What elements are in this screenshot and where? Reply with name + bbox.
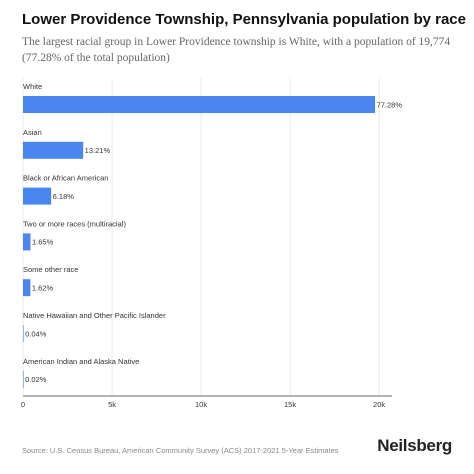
data-label-2: 6.18% <box>53 192 75 201</box>
bar-2 <box>23 187 52 205</box>
x-tick-label-4: 20k <box>373 400 385 409</box>
category-label-5: Native Hawaiian and Other Pacific Island… <box>23 311 166 320</box>
category-label-6: American Indian and Alaska Native <box>23 357 139 366</box>
chart-title: Lower Providence Township, Pennsylvania … <box>22 11 466 28</box>
x-tick-label-0: 0 <box>21 400 25 409</box>
category-label-1: Asian <box>23 128 42 137</box>
x-tick-label-3: 15k <box>284 400 296 409</box>
bar-5 <box>23 325 24 342</box>
x-tick-label-1: 5k <box>108 400 116 409</box>
bar-3 <box>23 233 31 251</box>
bar-0 <box>23 96 376 113</box>
category-label-2: Black or African American <box>23 174 108 183</box>
x-tick-label-2: 10k <box>195 400 207 409</box>
category-label-3: Two or more races (multiracial) <box>23 219 126 228</box>
bar-4 <box>23 279 31 297</box>
data-label-6: 0.02% <box>25 375 47 384</box>
data-label-4: 1.62% <box>32 284 54 293</box>
category-label-4: Some other race <box>23 265 78 274</box>
bar-6 <box>23 370 24 388</box>
bar-1 <box>23 141 84 159</box>
chart-subtitle: The largest racial group in Lower Provid… <box>22 36 451 64</box>
source-note: Source: U.S. Census Bureau, American Com… <box>22 446 339 455</box>
category-label-0: White <box>23 82 42 91</box>
data-label-3: 1.65% <box>32 238 54 247</box>
data-label-1: 13.21% <box>85 146 111 155</box>
data-label-0: 77.28% <box>377 100 403 109</box>
brand-logo: Neilsberg <box>377 436 452 455</box>
data-label-5: 0.04% <box>25 329 47 338</box>
